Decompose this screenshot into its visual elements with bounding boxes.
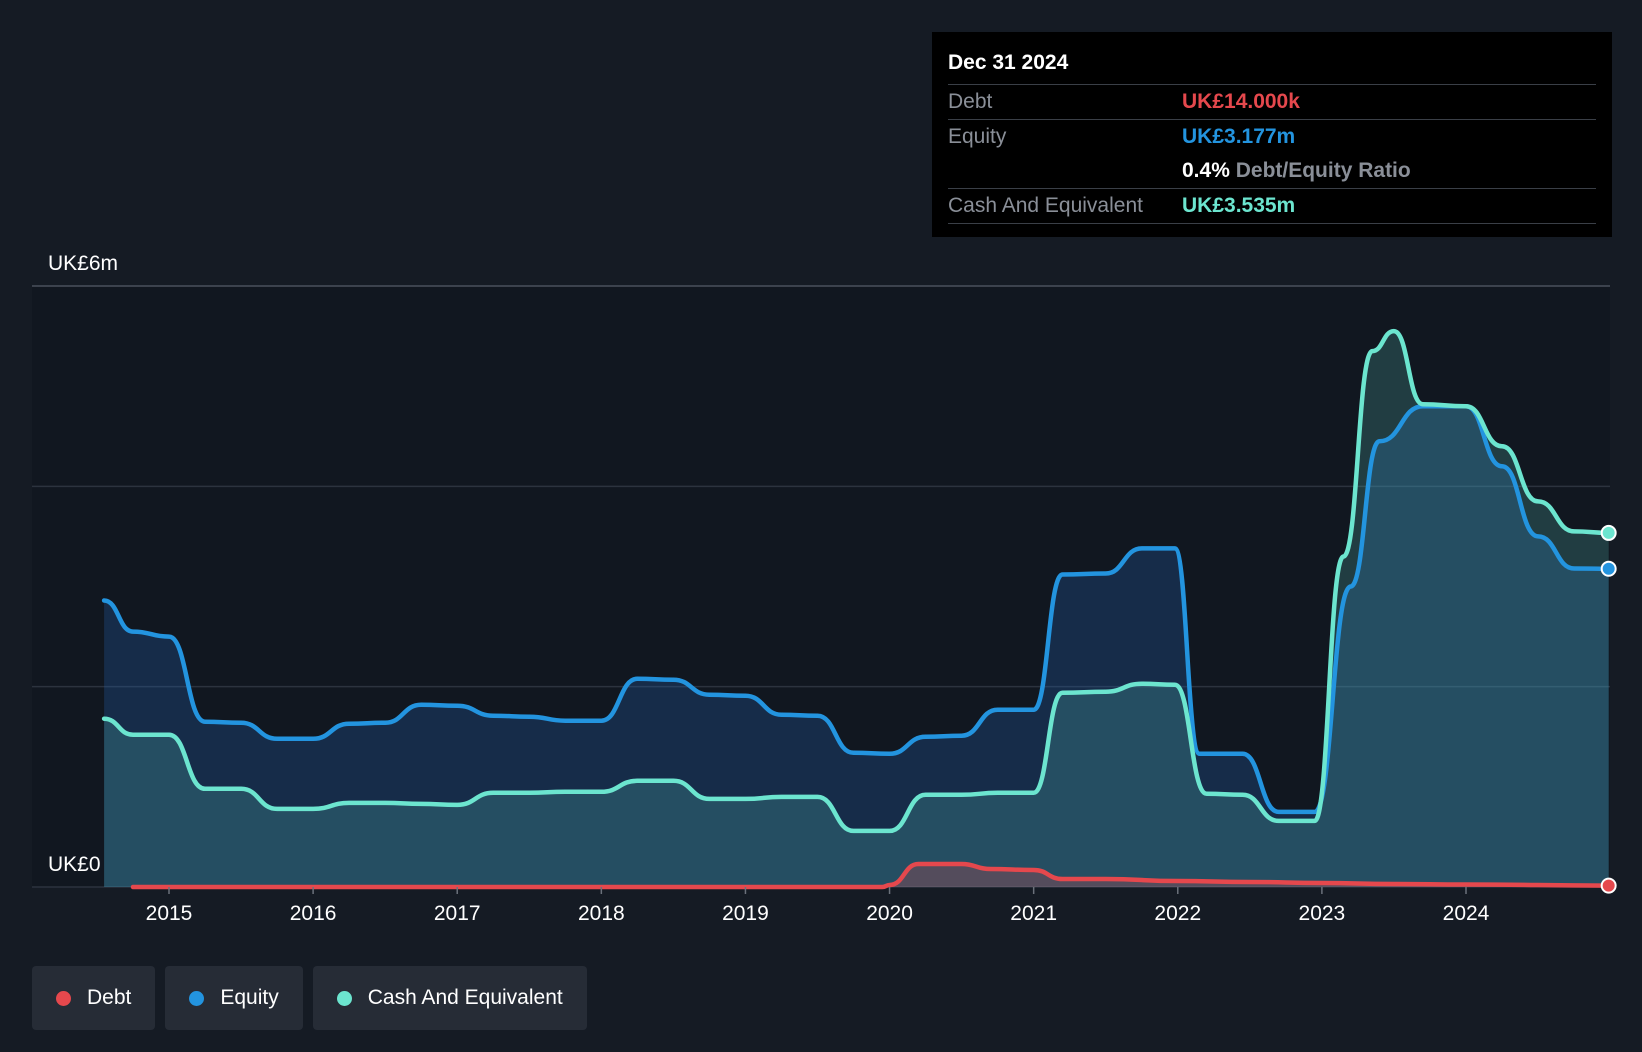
y-axis: UK£6m UK£0	[48, 252, 118, 876]
tooltip-debt-row: Debt UK£14.000k	[948, 85, 1596, 120]
legend-item-cash[interactable]: Cash And Equivalent	[312, 966, 587, 1030]
debt-line	[130, 861, 1611, 890]
x-tick-label: 2019	[722, 902, 769, 925]
x-tick-label: 2024	[1443, 902, 1490, 925]
tooltip-debt-value: UK£14.000k	[1182, 90, 1300, 113]
debt-dot-icon	[56, 990, 71, 1006]
equity-end-marker[interactable]	[1600, 560, 1617, 577]
cash-line	[101, 328, 1611, 834]
tooltip-cash-row: Cash And Equivalent UK£3.535m	[948, 189, 1596, 224]
tooltip-ratio-value: 0.4%	[1182, 159, 1230, 182]
tooltip-equity-value: UK£3.177m	[1182, 125, 1296, 148]
equity-area	[104, 406, 1609, 887]
series-lines	[101, 328, 1611, 890]
tooltip-equity-row: Equity UK£3.177m	[948, 120, 1596, 154]
x-tick-label: 2022	[1154, 902, 1201, 925]
legend-item-equity[interactable]: Equity	[165, 966, 303, 1030]
end-markers	[1600, 524, 1617, 894]
x-tick-label: 2017	[434, 902, 481, 925]
debt-end-marker[interactable]	[1600, 877, 1617, 894]
cash-dot-icon	[336, 990, 352, 1006]
tooltip-date: Dec 31 2024	[948, 44, 1596, 85]
x-axis: 2015 2016 2017 2018 2019 2020 2021 2022 2023 2024	[146, 887, 1490, 925]
x-tick-label: 2018	[578, 902, 625, 925]
x-tick-label: 2016	[290, 902, 337, 925]
tooltip-ratio-row: 0.4% Debt/Equity Ratio	[948, 154, 1596, 189]
equity-dot-icon	[189, 990, 205, 1006]
x-tick-label: 2023	[1299, 902, 1346, 925]
tooltip-equity-label: Equity	[948, 125, 1007, 148]
x-tick-label: 2020	[866, 902, 913, 925]
cash-area	[104, 331, 1609, 888]
legend-item-debt[interactable]: Debt	[32, 966, 156, 1030]
cash-end-marker[interactable]	[1600, 524, 1617, 541]
y-tick-label: UK£6m	[48, 252, 118, 275]
x-tick-label: 2015	[146, 902, 193, 925]
tooltip-debt-label: Debt	[948, 90, 993, 113]
legend: Debt Equity Cash And Equivalent	[32, 966, 587, 1030]
x-tick-label: 2021	[1010, 902, 1057, 925]
y-tick-label: UK£0	[48, 853, 101, 876]
tooltip-cash-label: Cash And Equivalent	[948, 194, 1143, 217]
legend-cash-label: Cash And Equivalent	[367, 986, 563, 1009]
equity-line	[101, 403, 1611, 815]
tooltip-cash-value: UK£3.535m	[1182, 194, 1296, 217]
tooltip-ratio-label: Debt/Equity Ratio	[1235, 159, 1411, 182]
tooltip-panel: Dec 31 2024 Debt UK£14.000k Equity UK£3.…	[932, 32, 1612, 237]
legend-equity-label: Equity	[220, 986, 279, 1009]
legend-debt-label: Debt	[87, 986, 132, 1009]
